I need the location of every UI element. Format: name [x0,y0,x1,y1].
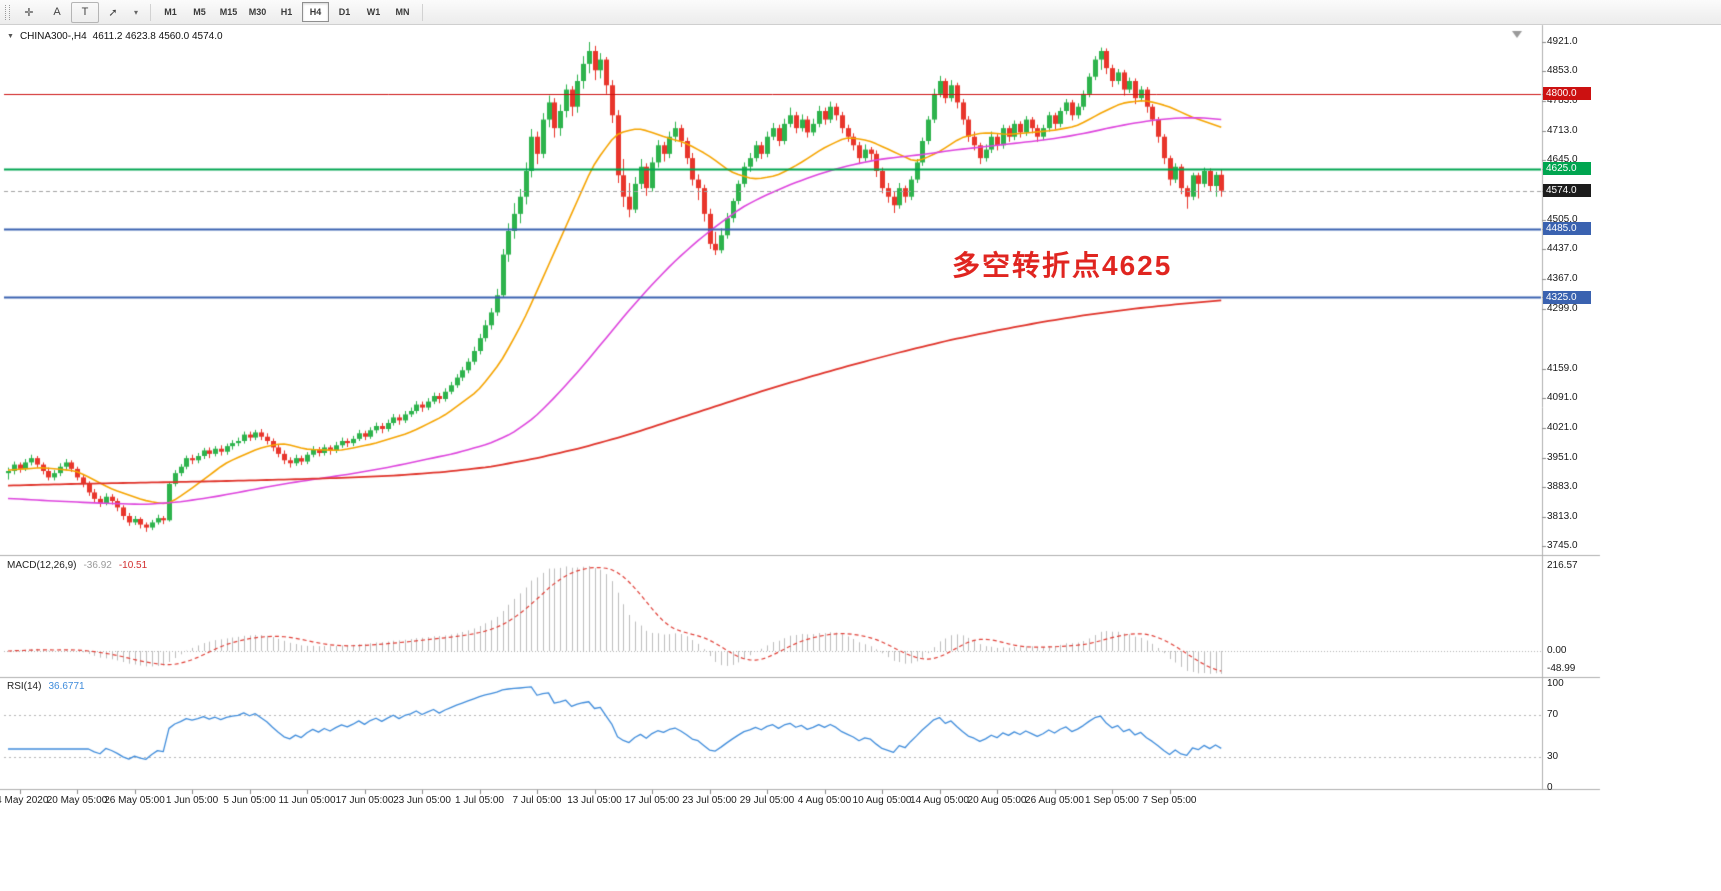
arrow-tool[interactable]: ➚ [108,6,118,19]
chart-text-annotation: 多空转折点4625 [952,250,1173,281]
toolbar-separator [422,3,423,21]
macd-signal-value: -10.51 [118,560,148,571]
chevron-down-icon[interactable]: ▼ [7,33,14,40]
toolbar-separator [150,3,151,21]
timeframe-button-m30[interactable]: M30 [248,7,267,17]
toolbar: ✛ A T ➚ ▾ M1 M5 M15 M30 H1 H4 D1 W1 MN [0,0,1721,25]
text-tool[interactable]: A [53,6,61,18]
timeframe-button-mn[interactable]: MN [395,7,410,17]
timeframe-button-d1[interactable]: D1 [338,7,351,17]
crosshair-tool[interactable]: ✛ [24,6,34,19]
toolbar-grip[interactable] [5,4,10,20]
timeframe-button-h4[interactable]: H4 [302,2,329,22]
timeframe-button-m15[interactable]: M15 [219,7,238,17]
timeframe-group: M1 M5 M15 M30 H1 H4 D1 W1 MN [156,2,417,22]
timeframe-button-w1[interactable]: W1 [366,7,381,17]
timeframe-button-m1[interactable]: M1 [164,7,177,17]
rsi-value: 36.6771 [48,681,85,692]
symbol-name: CHINA300-,H4 [19,31,87,42]
timeframe-button-m5[interactable]: M5 [193,7,206,17]
drawing-tools-group: ✛ A T ➚ ▾ [15,1,145,23]
symbol-ohlc-label: ▼ CHINA300-,H4 4611.2 4623.8 4560.0 4574… [7,31,223,42]
timeframe-button-h1[interactable]: H1 [280,7,293,17]
macd-main-value: -36.92 [83,560,112,571]
macd-title: MACD(12,26,9) [7,560,77,571]
symbol-ohlc-values: 4611.2 4623.8 4560.0 4574.0 [92,31,223,42]
arrow-tool-dropdown[interactable]: ▾ [133,7,138,17]
rsi-title: RSI(14) [7,681,42,692]
text-label-tool[interactable]: T [71,1,99,23]
macd-indicator-label: MACD(12,26,9) -36.92 -10.51 [7,560,147,571]
rsi-indicator-label: RSI(14) 36.6771 [7,681,85,692]
